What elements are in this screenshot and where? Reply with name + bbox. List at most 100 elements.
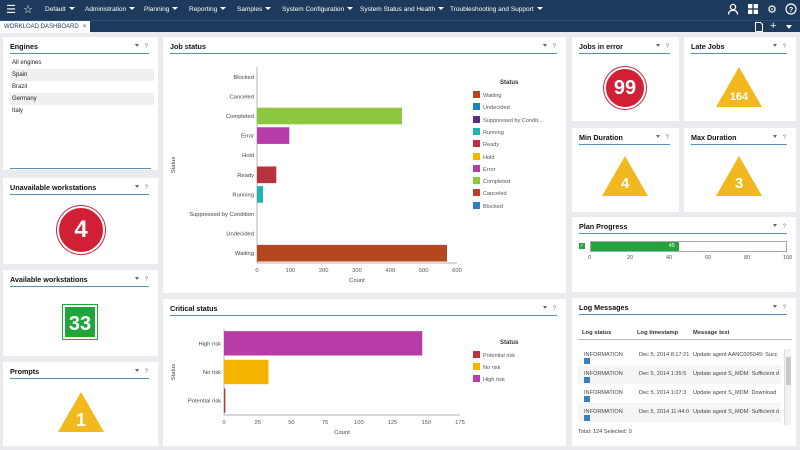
help-icon[interactable]: ? [782,135,786,141]
gear-icon[interactable]: ⚙ [767,4,777,16]
bar-potential-risk[interactable] [224,388,226,413]
engine-item[interactable]: Italy [12,108,24,114]
chevron-down-icon[interactable] [772,44,777,47]
user-icon[interactable] [726,3,740,17]
chevron-down-icon[interactable] [134,44,139,47]
legend-item[interactable]: Suppressed by Condit... [473,115,543,124]
menu-troubleshooting[interactable]: Troubleshooting and Support [450,6,543,13]
min-duration-warning-triangle[interactable] [602,156,648,196]
help-icon[interactable]: ? [144,277,148,283]
legend-item[interactable]: Canceled [473,189,507,197]
chevron-down-icon[interactable] [786,25,792,29]
checkbox-icon[interactable]: ✓ [579,243,585,249]
legend-item[interactable]: Undecided [473,103,510,111]
help-icon[interactable]: ? [784,3,798,17]
close-icon[interactable]: × [82,24,87,30]
menu-reporting[interactable]: Reporting [189,6,226,13]
bar-waiting[interactable] [257,244,447,262]
chevron-down-icon[interactable] [772,305,777,308]
bar-no-risk[interactable] [224,359,269,385]
column-header-log-status[interactable]: Log status [582,330,612,336]
panel-controls[interactable]: ? [772,305,786,311]
help-icon[interactable]: ? [665,135,669,141]
panel-controls[interactable]: ? [542,306,556,312]
chevron-down-icon[interactable] [542,306,547,309]
legend-item[interactable]: High risk [473,375,505,383]
legend-item[interactable]: No risk [473,363,500,371]
panel-controls[interactable]: ? [655,44,669,50]
bar-ready[interactable] [257,166,277,184]
menu-administration[interactable]: Administration [85,6,135,13]
panel-controls[interactable]: ? [772,224,786,230]
new-page-icon[interactable] [755,22,763,34]
legend-item[interactable]: Running [473,127,504,136]
legend-item[interactable]: Hold [473,152,495,161]
jobs-in-error-badge[interactable]: 99 [604,67,646,109]
engine-item[interactable]: Germany [10,93,154,105]
chevron-down-icon[interactable] [655,44,660,47]
table-row[interactable]: INFORMATION Dec 5, 2014 11:44:0 Update age… [578,403,781,422]
legend-item[interactable]: Error [473,164,495,173]
panel-controls[interactable]: ? [134,185,148,191]
help-icon[interactable]: ? [144,185,148,191]
star-icon[interactable]: ☆ [23,4,33,16]
max-duration-warning-triangle[interactable] [716,156,762,196]
help-icon[interactable]: ? [552,44,556,50]
menu-samples[interactable]: Samples [237,6,271,13]
panel-controls[interactable]: ? [542,44,556,50]
help-icon[interactable]: ? [552,306,556,312]
help-icon[interactable]: ? [665,44,669,50]
bar-running[interactable] [257,186,263,203]
chevron-down-icon[interactable] [134,185,139,188]
menu-system-configuration[interactable]: System Configuration [282,6,353,13]
table-row[interactable]: INFORMATION Dec 5, 2014 1:35:5 Update agen… [578,365,781,384]
bar-completed[interactable] [257,107,402,125]
late-jobs-warning-triangle[interactable] [716,67,762,107]
y-tick-label: Canceled [230,94,255,100]
legend-item[interactable]: Potential risk [473,351,515,359]
legend-item[interactable]: Ready [473,140,499,148]
help-icon[interactable]: ? [144,44,148,50]
engine-item[interactable]: Brazil [12,84,28,90]
divider [579,144,670,145]
menu-planning[interactable]: Planning [144,6,178,13]
column-header-log-timestamp[interactable]: Log timestamp [637,330,679,336]
panel-controls[interactable]: ? [772,44,786,50]
table-row[interactable]: INFORMATION Dec 5, 2014 8:17:21 Update age… [578,346,781,365]
prompts-warning-triangle[interactable] [58,392,104,432]
help-icon[interactable]: ? [144,369,148,375]
help-icon[interactable]: ? [782,305,786,311]
legend-item[interactable]: Completed [473,177,510,185]
chevron-down-icon[interactable] [772,224,777,227]
scrollbar-thumb[interactable] [786,357,791,385]
menu-system-status[interactable]: System Status and Health [360,6,444,13]
log-scrollbar[interactable] [784,349,791,425]
panel-controls[interactable]: ? [134,44,148,50]
column-header-message-text[interactable]: Message text [693,330,730,336]
panel-controls[interactable]: ? [134,277,148,283]
chevron-down-icon[interactable] [134,369,139,372]
chevron-down-icon[interactable] [655,135,660,138]
panel-controls[interactable]: ? [655,135,669,141]
menu-default[interactable]: Default [45,6,75,13]
tab-workload-dashboard[interactable]: WORKLOAD DASHBOARD × [0,21,91,33]
chevron-down-icon[interactable] [772,135,777,138]
available-count-badge[interactable]: 33 [63,305,97,339]
add-icon[interactable]: + [770,20,777,32]
table-row[interactable]: INFORMATION Dec 5, 2014 1:07:3 Update agen… [578,384,781,403]
panel-controls[interactable]: ? [772,135,786,141]
grid-icon[interactable] [746,3,760,17]
chevron-down-icon[interactable] [542,44,547,47]
help-icon[interactable]: ? [782,224,786,230]
panel-controls[interactable]: ? [134,369,148,375]
legend-item[interactable]: Waiting [473,91,501,99]
legend-item[interactable]: Blocked [473,201,503,210]
bar-high-risk[interactable] [224,331,423,356]
engine-item[interactable]: All engines [12,60,42,66]
bar-error[interactable] [257,127,290,144]
chevron-down-icon[interactable] [134,277,139,280]
menu-icon[interactable]: ☰ [6,4,16,16]
unavailable-count-badge[interactable]: 4 [57,206,105,254]
help-icon[interactable]: ? [782,44,786,50]
engine-item[interactable]: Spain [10,69,154,81]
